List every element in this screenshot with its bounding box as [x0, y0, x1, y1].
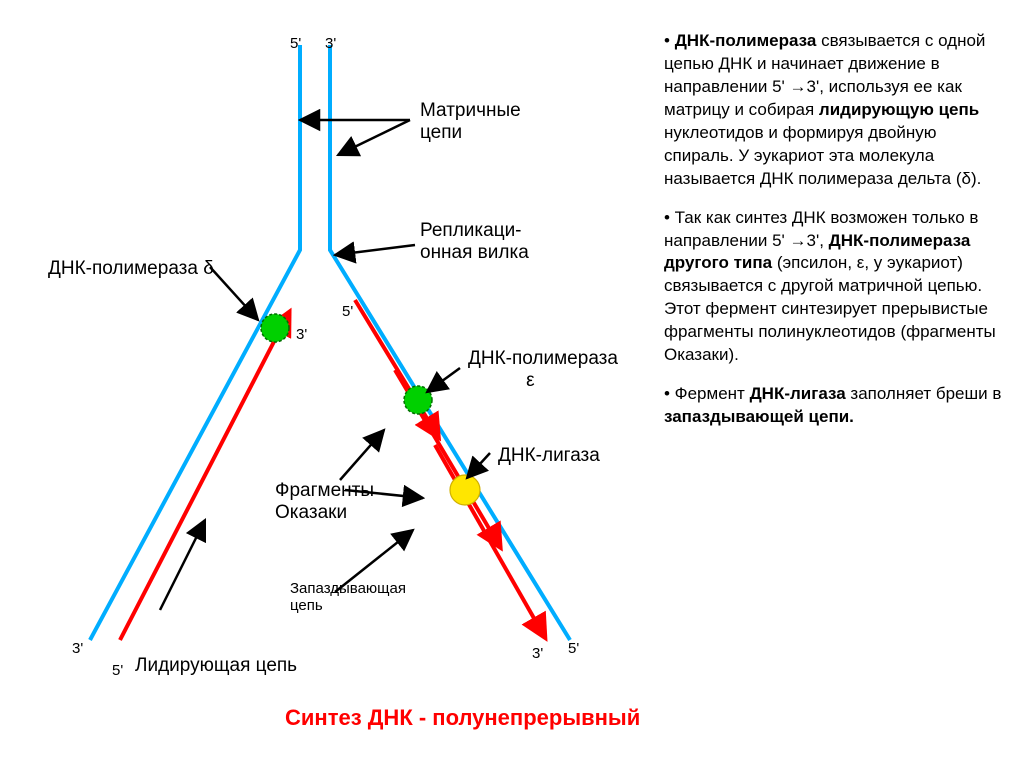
paragraph-2: • Так как синтез ДНК возможен только в н… [664, 207, 1004, 368]
paragraph-1: • ДНК-полимераза связывается с одной цеп… [664, 30, 1004, 191]
label-template_strands: Матричные цепи [420, 100, 521, 144]
end-label-mid_5: 5' [342, 303, 353, 320]
template-strand-left [90, 45, 300, 640]
label-ligase: ДНК-лигаза [498, 445, 600, 467]
paragraph-3: • Фермент ДНК-лигаза заполняет бреши в з… [664, 383, 1004, 429]
pointer-arrow-4 [427, 368, 460, 392]
label-okazaki: Фрагменты Оказаки [275, 480, 374, 524]
polymerase-delta-icon [261, 314, 289, 342]
end-label-top_left_5: 5' [290, 35, 301, 52]
end-label-mid_3: 3' [296, 326, 307, 343]
end-label-bot_right_5: 5' [568, 640, 579, 657]
label-leading: Лидирующая цепь [135, 655, 297, 677]
summary-text: Синтез ДНК - полунепрерывный [285, 705, 640, 731]
label-lagging: Запаздывающая цепь [290, 580, 406, 615]
pointer-arrow-3 [210, 267, 258, 320]
end-label-bot_right_3: 3' [532, 645, 543, 662]
end-label-bot_left_3: 3' [72, 640, 83, 657]
okazaki-fragment-3 [435, 445, 535, 620]
end-label-top_right_3: 3' [325, 35, 336, 52]
pointer-arrow-5 [467, 453, 490, 478]
pointer-arrow-9 [160, 520, 205, 610]
end-label-bot_left_5: 5' [112, 662, 123, 679]
pointer-arrow-6 [340, 430, 384, 480]
label-pol_delta: ДНК-полимераза δ [48, 258, 214, 280]
label-pol_epsilon: ДНК-полимераза ε [468, 348, 618, 392]
pointer-arrow-0 [338, 120, 410, 155]
label-replication_fork: Репликаци- онная вилка [420, 220, 529, 264]
explanation-text: • ДНК-полимераза связывается с одной цеп… [664, 30, 1004, 445]
ligase-icon [450, 475, 480, 505]
leading-strand [120, 330, 280, 640]
pointer-arrow-2 [335, 245, 415, 255]
